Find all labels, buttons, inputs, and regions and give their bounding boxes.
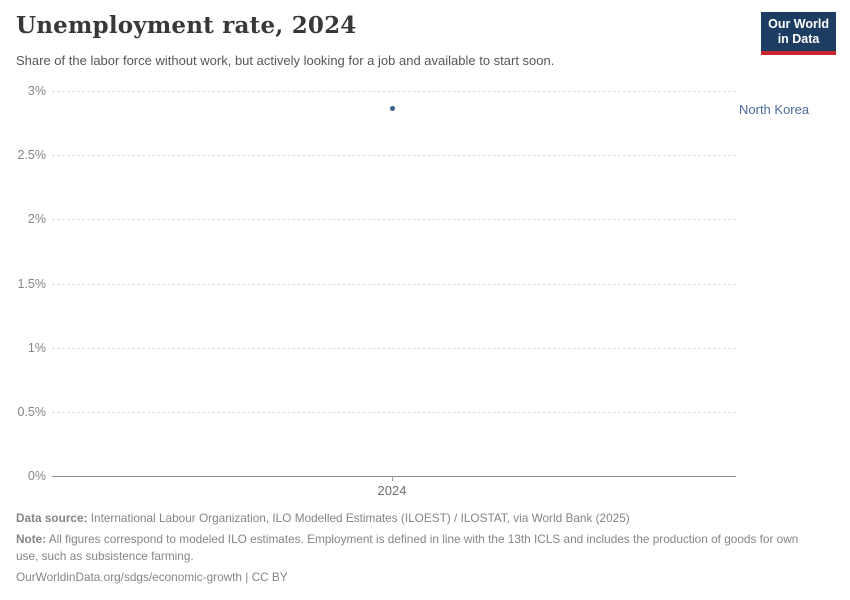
y-gridline bbox=[52, 155, 736, 157]
license-link[interactable]: CC BY bbox=[251, 570, 288, 584]
note-line: Note: All figures correspond to modeled … bbox=[16, 531, 800, 565]
data-source-text: International Labour Organization, ILO M… bbox=[87, 511, 630, 525]
data-source-line: Data source: International Labour Organi… bbox=[16, 510, 800, 527]
note-text: All figures correspond to modeled ILO es… bbox=[16, 532, 799, 563]
chart-subtitle: Share of the labor force without work, b… bbox=[16, 53, 555, 68]
footer-links: OurWorldinData.org/sdgs/economic-growth … bbox=[16, 569, 800, 586]
chart-footer: Data source: International Labour Organi… bbox=[16, 510, 800, 586]
data-point-north-korea[interactable] bbox=[389, 106, 395, 112]
chart-title: Unemployment rate, 2024 bbox=[16, 12, 357, 39]
x-axis-tick bbox=[392, 476, 393, 481]
y-axis-tick-label: 0% bbox=[27, 469, 46, 483]
y-axis-tick-label: 2.5% bbox=[17, 148, 47, 163]
y-axis-tick-label: 0.5% bbox=[17, 404, 47, 419]
footer-separator: | bbox=[241, 570, 252, 584]
y-gridline bbox=[52, 411, 736, 413]
owid-logo[interactable]: Our World in Data bbox=[761, 12, 836, 55]
x-axis-baseline bbox=[52, 476, 736, 477]
y-gridline bbox=[52, 283, 736, 285]
owid-logo-line1: Our World bbox=[768, 17, 829, 31]
y-axis-tick-label: 2% bbox=[27, 212, 46, 227]
entity-label[interactable]: North Korea bbox=[739, 101, 810, 117]
data-source-label: Data source: bbox=[16, 511, 88, 525]
y-axis-tick-label: 1.5% bbox=[17, 276, 47, 291]
canonical-url-link[interactable]: OurWorldinData.org/sdgs/economic-growth bbox=[16, 570, 242, 584]
y-gridline bbox=[52, 347, 736, 349]
y-axis-tick-label: 1% bbox=[27, 340, 46, 355]
y-gridline bbox=[52, 219, 736, 221]
x-axis-tick-label: 2024 bbox=[377, 483, 407, 498]
owid-logo-line2: in Data bbox=[777, 32, 820, 46]
y-axis-tick-label: 3% bbox=[27, 84, 46, 98]
note-label: Note: bbox=[16, 532, 47, 546]
y-gridline bbox=[52, 91, 736, 92]
